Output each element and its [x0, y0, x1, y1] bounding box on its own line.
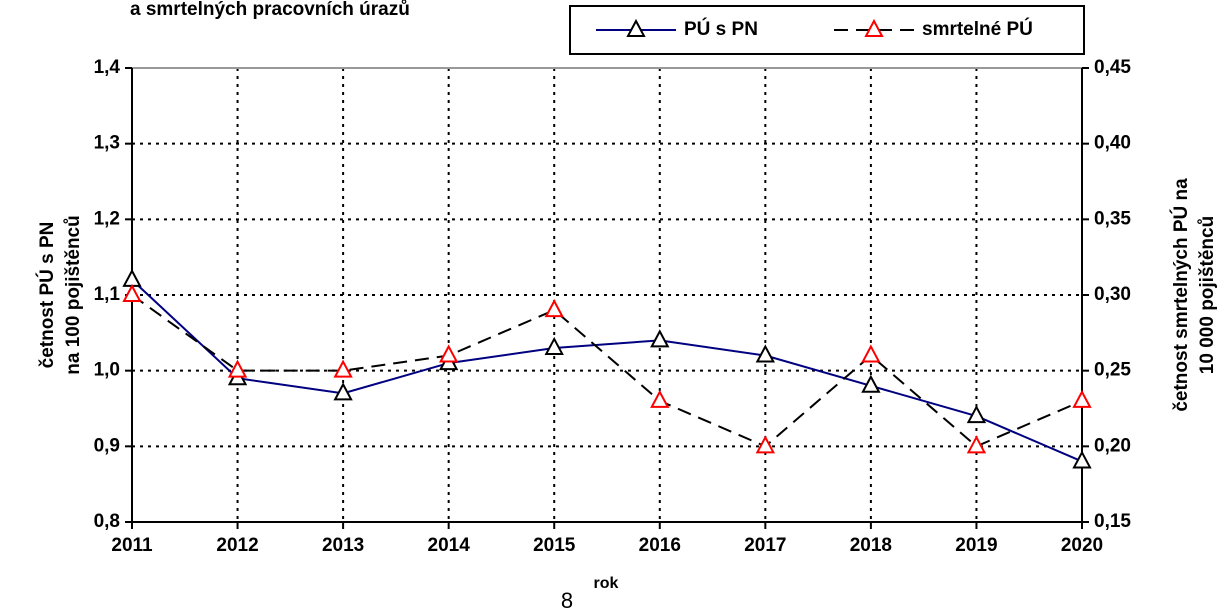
page-number: 8 [561, 588, 573, 613]
y2-tick-label: 0,15 [1094, 511, 1131, 532]
y-tick-label: 1,0 [94, 360, 120, 381]
x-tick-label: 2012 [216, 535, 258, 556]
marker [122, 283, 142, 302]
y2-tick-label: 0,45 [1094, 57, 1131, 78]
y2-tick-label: 0,40 [1094, 133, 1131, 154]
x-tick-label: 2014 [428, 535, 471, 556]
y-axis-label: na 100 pojištěnců [63, 215, 84, 374]
series-line [131, 294, 1083, 448]
x-axis-label: rok [594, 575, 619, 592]
marker [333, 382, 353, 401]
legend-label: smrtelné PÚ [922, 18, 1033, 40]
marker [755, 344, 775, 363]
y-tick-label: 1,1 [94, 284, 121, 305]
x-tick-label: 2017 [744, 535, 786, 556]
y2-axis-label: četnost smrtelných PÚ na [1170, 178, 1192, 412]
y-tick-label: 0,8 [94, 511, 120, 532]
y2-axis-label: 10 000 pojištěnců [1197, 216, 1218, 374]
marker [650, 329, 670, 348]
marker [333, 359, 353, 378]
y2-tick-label: 0,20 [1094, 435, 1131, 456]
marker [439, 344, 459, 363]
marker [1072, 389, 1092, 408]
marker [544, 336, 564, 355]
y2-tick-label: 0,30 [1094, 284, 1131, 305]
y-tick-label: 1,4 [94, 57, 121, 78]
legend-marker [626, 18, 646, 37]
x-tick-label: 2018 [850, 535, 892, 556]
y-axis-label: četnost PÚ s PN [36, 222, 58, 369]
x-tick-label: 2019 [955, 535, 997, 556]
marker [861, 344, 881, 363]
y-tick-label: 1,2 [94, 208, 120, 229]
chart-title: a smrtelných pracovních úrazů [130, 0, 410, 20]
y2-tick-label: 0,25 [1094, 360, 1131, 381]
y-tick-label: 0,9 [94, 435, 120, 456]
legend-marker [864, 18, 884, 37]
x-tick-label: 2015 [533, 535, 576, 556]
marker [861, 374, 881, 393]
marker [650, 389, 670, 408]
marker [966, 435, 987, 454]
legend-label: PÚ s PN [684, 18, 758, 40]
marker [755, 435, 775, 454]
marker [122, 268, 142, 287]
x-tick-label: 2013 [322, 535, 364, 556]
marker [1072, 450, 1092, 469]
x-tick-label: 2020 [1061, 535, 1103, 556]
y-tick-label: 1,3 [94, 133, 120, 154]
marker [544, 299, 564, 318]
x-tick-label: 2016 [639, 535, 681, 556]
y2-tick-label: 0,35 [1094, 208, 1131, 229]
series-line [131, 279, 1083, 463]
x-tick-label: 2011 [111, 535, 153, 556]
marker [227, 359, 248, 378]
marker [966, 404, 987, 424]
